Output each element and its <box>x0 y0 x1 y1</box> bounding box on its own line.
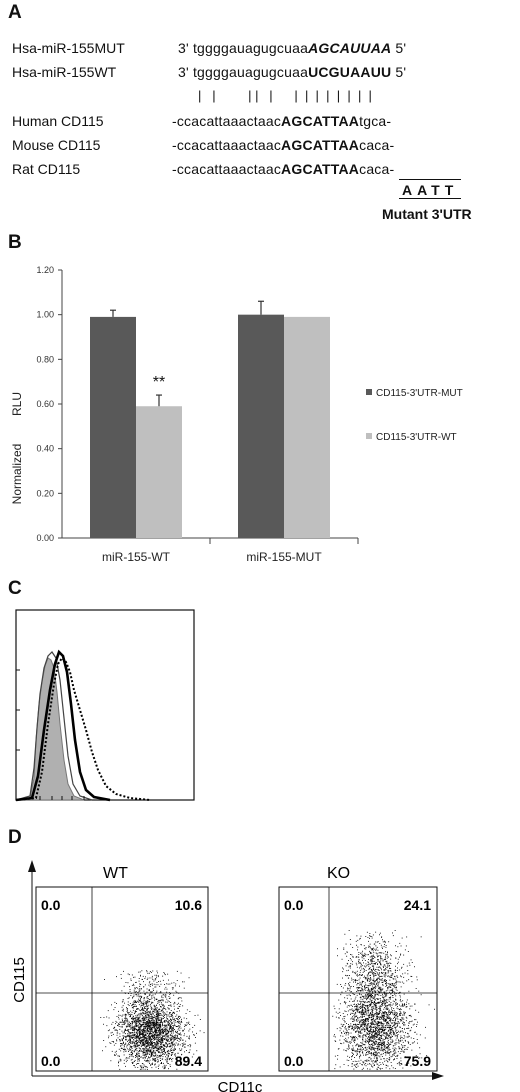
wt-frame <box>35 886 209 1072</box>
bar-chart: 0.00 0.20 0.40 0.60 0.80 1.00 1.20 RLU Normalize… <box>10 265 463 564</box>
seq-seed: AGCATTAA <box>281 137 360 153</box>
y-tick-label: 0.20 <box>36 488 54 498</box>
ko-quadrant-ur: 24.1 <box>404 897 431 913</box>
histogram-y-ticks <box>16 669 20 751</box>
histogram-x-ticks <box>39 796 85 800</box>
wt-quadrant-lr: 89.4 <box>175 1053 202 1069</box>
wt-quadrant-ll: 0.0 <box>41 1053 61 1069</box>
seq-label: Hsa-miR-155WT <box>12 64 117 80</box>
seq-plain: -ccacattaaactaac <box>172 113 282 129</box>
ko-quadrant-lr: 75.9 <box>404 1053 431 1069</box>
bar-chart-legend: CD115-3'UTR-MUT CD115-3'UTR-WT <box>366 388 463 443</box>
sample-line-solid <box>15 649 111 802</box>
y-tick-label: 0.80 <box>36 354 54 364</box>
seq-plain: tggggauagugcuaa <box>192 64 309 80</box>
panel-a-letter: A <box>8 2 22 23</box>
wt-quadrant-ur: 10.6 <box>175 897 202 913</box>
histogram-plot <box>15 609 195 802</box>
seq-seed: UCGUAAUU <box>308 64 392 80</box>
bar <box>238 314 284 538</box>
y-tick-label: 1.20 <box>36 265 54 275</box>
x-axis-arrowhead <box>432 1072 444 1080</box>
x-tick-label: miR-155-WT <box>102 550 171 564</box>
mutant-underline-2 <box>399 198 461 199</box>
bar <box>136 406 182 538</box>
y-tick-label: 0.40 <box>36 444 54 454</box>
legend-label: CD115-3'UTR-MUT <box>376 388 463 399</box>
seq-seed: AGCATTAA <box>281 113 360 129</box>
y-axis-label: CD115 <box>11 957 28 1003</box>
seq-seed: AGCATTAA <box>281 161 360 177</box>
sample-line-dotted <box>15 656 151 801</box>
seq-label: Human CD115 <box>12 113 104 129</box>
seq-suffix: 5' <box>391 40 407 56</box>
flow-cytometry-plots: CD115 CD11c WT 0.0 10.6 0.0 89.4 KO 0.0 … <box>11 860 444 1092</box>
mutant-sequence: AATT <box>402 182 459 198</box>
seq-suffix: 5' <box>391 64 407 80</box>
seq-prefix: 3' <box>178 40 193 56</box>
seq-suffix: caca- <box>359 161 395 177</box>
x-axis-label: CD11c <box>218 1079 263 1092</box>
wt-quadrant-ul: 0.0 <box>41 897 61 913</box>
seq-label: Hsa-miR-155MUT <box>12 40 125 56</box>
seq-plain: -ccacattaaactaac <box>172 137 282 153</box>
seq-row: -ccacattaaactaacAGCATTAAcaca- <box>172 137 394 153</box>
y-axis-label: RLU <box>10 392 24 416</box>
seq-seed: AGCAUUAA <box>308 40 392 56</box>
sample-line-thin <box>15 651 93 801</box>
ko-quadrant-ll: 0.0 <box>284 1053 304 1069</box>
seq-row: -ccacattaaactaacAGCATTAAcaca- <box>172 161 394 177</box>
seq-row: 3' tggggauagugcuaaUCGUAAUU 5' <box>178 64 406 80</box>
seq-row: -ccacattaaactaacAGCATTAAtgca- <box>172 113 391 129</box>
seq-prefix: 3' <box>178 64 193 80</box>
seq-suffix: caca- <box>359 137 395 153</box>
y-tick-label: 0.60 <box>36 399 54 409</box>
bar <box>284 316 330 538</box>
ko-title: KO <box>327 865 350 882</box>
mutant-underline <box>399 179 461 180</box>
wt-title: WT <box>103 865 128 882</box>
seq-row: 3' tggggauagugcuaaAGCAUUAA 5' <box>178 40 406 56</box>
wt-dot-cloud <box>100 970 205 1070</box>
y-tick-label: 0.00 <box>36 533 54 543</box>
legend-swatch <box>366 433 372 439</box>
y-axis-label: Normalized <box>10 444 24 505</box>
panel-b-letter: B <box>8 232 22 253</box>
ko-frame <box>278 886 438 1072</box>
seq-plain: tggggauagugcuaa <box>192 40 309 56</box>
panel-d-letter: D <box>8 827 22 848</box>
legend-label: CD115-3'UTR-WT <box>376 432 457 443</box>
ko-dot-cloud <box>332 930 435 1070</box>
seq-label: Mouse CD115 <box>12 137 101 153</box>
match-bars: | | | | | | | | | | | | | <box>198 88 372 103</box>
seq-label: Rat CD115 <box>12 161 81 177</box>
mutant-label: Mutant 3'UTR <box>382 206 472 222</box>
bar-chart-marks: ** <box>90 300 330 538</box>
significance-annotation: ** <box>153 374 165 391</box>
seq-plain: -ccacattaaactaac <box>172 161 282 177</box>
legend-swatch <box>366 389 372 395</box>
y-axis-arrowhead <box>28 860 36 872</box>
x-tick-label: miR-155-MUT <box>246 550 322 564</box>
bar <box>90 316 136 538</box>
panel-c-letter: C <box>8 578 22 599</box>
ko-quadrant-ul: 0.0 <box>284 897 304 913</box>
seq-suffix: tgca- <box>359 113 392 129</box>
y-tick-label: 1.00 <box>36 310 54 320</box>
